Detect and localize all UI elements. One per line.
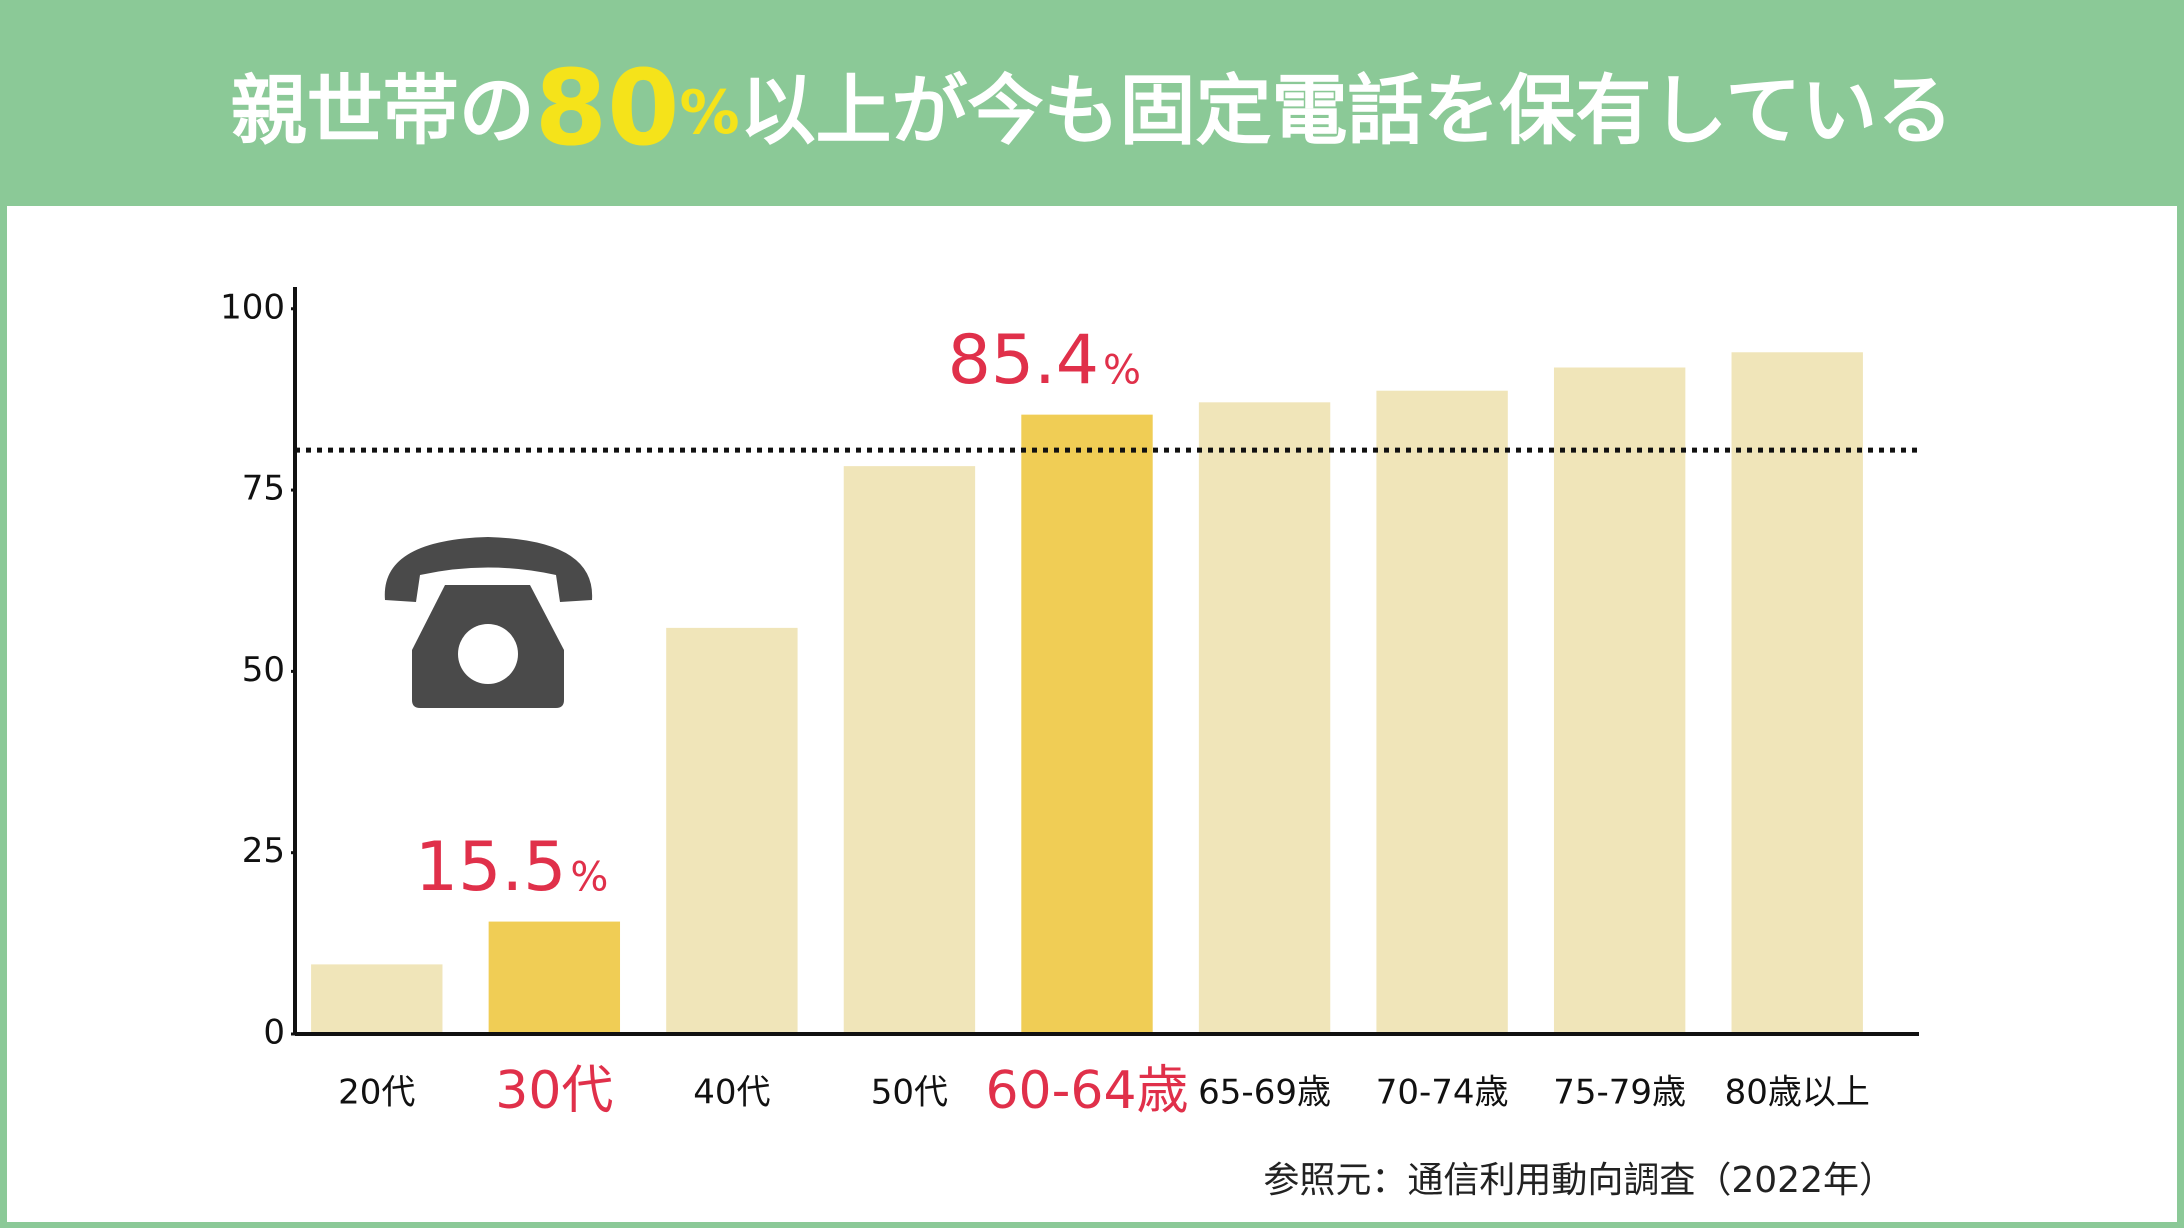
x-tick-label: 40代 xyxy=(693,1073,770,1113)
x-tick-label: 75-79歳 xyxy=(1553,1073,1686,1113)
y-tick-label: 0 xyxy=(263,1013,285,1053)
x-tick-label: 20代 xyxy=(338,1073,415,1113)
data-label: 85.4 xyxy=(948,321,1099,400)
bar xyxy=(843,466,976,1034)
x-tick-label: 80歳以上 xyxy=(1725,1073,1870,1113)
bar xyxy=(1731,352,1863,1034)
y-tick-label: 25 xyxy=(242,831,285,871)
bar xyxy=(1021,414,1153,1035)
x-tick-label: 70-74歳 xyxy=(1376,1073,1509,1113)
title-part: 以上が今も固定電話を保有している xyxy=(740,66,1954,155)
chart-title: 親世帯の80%以上が今も固定電話を保有している xyxy=(231,47,1954,169)
source-note: 参照元：通信利用動向調査（2022年） xyxy=(1263,1160,1895,1201)
x-tick-label: 65-69歳 xyxy=(1198,1073,1331,1113)
bar xyxy=(1198,402,1331,1034)
title-highlight: 80 xyxy=(535,47,680,169)
y-tick-label: 75 xyxy=(242,469,285,509)
y-tick-label: 100 xyxy=(220,287,285,327)
data-label-unit: % xyxy=(1103,348,1141,394)
data-label: 15.5 xyxy=(415,828,566,907)
y-tick-label: 50 xyxy=(242,650,285,690)
phone-icon xyxy=(384,537,593,708)
x-tick-label: 60-64歳 xyxy=(985,1061,1188,1121)
bar xyxy=(1376,390,1508,1034)
dial xyxy=(458,624,518,684)
bar xyxy=(666,627,798,1034)
x-tick-label: 30代 xyxy=(495,1061,613,1121)
handset xyxy=(384,537,593,602)
bar xyxy=(488,921,621,1034)
bar xyxy=(1553,367,1686,1034)
data-label-unit: % xyxy=(570,855,608,901)
x-tick-label: 50代 xyxy=(871,1073,948,1113)
title-unit: % xyxy=(679,78,739,148)
bar xyxy=(311,964,443,1034)
title-part: 親世帯の xyxy=(231,66,535,155)
